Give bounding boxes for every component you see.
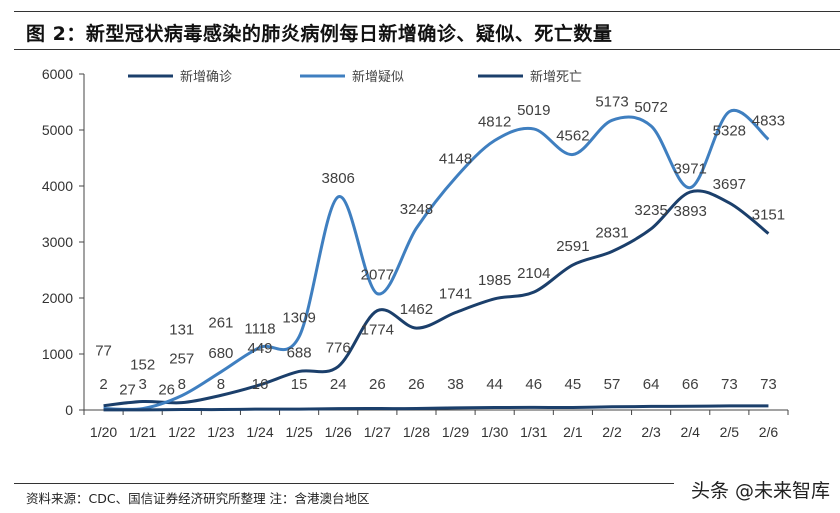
data-label: 261 (208, 314, 233, 331)
data-label: 449 (247, 340, 272, 357)
data-label: 15 (291, 376, 308, 393)
x-tick-label: 1/30 (481, 424, 508, 440)
data-label: 131 (169, 322, 194, 339)
line-chart: 0 1000 2000 3000 4000 5000 6000 1/20 1/21 1/22 1/2… (42, 66, 789, 440)
x-tick-label: 2/4 (680, 424, 700, 440)
data-label: 257 (169, 351, 194, 368)
data-label: 1309 (282, 310, 315, 327)
data-label: 2831 (595, 224, 628, 241)
data-label: 3248 (400, 201, 433, 218)
data-label: 44 (486, 376, 503, 393)
data-label: 26 (369, 376, 386, 393)
data-label: 24 (330, 376, 347, 393)
x-tick-label: 1/26 (325, 424, 352, 440)
data-label: 1741 (439, 286, 472, 303)
y-tick-label: 1000 (42, 346, 73, 362)
title-rule (14, 49, 840, 50)
y-tick-label: 4000 (42, 178, 73, 194)
x-tick-label: 1/28 (403, 424, 430, 440)
x-tick-label: 1/29 (442, 424, 469, 440)
data-label: 4833 (752, 112, 785, 129)
x-tick-label: 2/6 (759, 424, 779, 440)
x-tick-label: 2/3 (641, 424, 661, 440)
watermark: 头条 @未来智库 (690, 480, 830, 502)
data-label: 688 (287, 344, 312, 361)
data-label: 5173 (595, 93, 628, 110)
footer-rule (14, 483, 674, 484)
data-label: 77 (95, 343, 112, 360)
data-label: 26 (158, 382, 175, 399)
data-label: 1985 (478, 272, 511, 289)
series-line-1 (103, 189, 770, 408)
x-tick-label: 2/5 (720, 424, 740, 440)
data-label: 26 (408, 376, 425, 393)
x-tick-label: 1/24 (246, 424, 273, 440)
series-line-2 (103, 108, 770, 411)
data-label: 38 (447, 376, 464, 393)
figure-title: 图 2：新型冠状病毒感染的肺炎病例每日新增确诊、疑似、死亡数量 (26, 23, 613, 45)
data-label: 5328 (713, 123, 746, 140)
data-label: 3806 (322, 170, 355, 187)
y-tick-label: 6000 (42, 66, 73, 82)
data-label: 3893 (674, 203, 707, 220)
x-tick-label: 1/25 (285, 424, 312, 440)
data-label: 1462 (400, 301, 433, 318)
top-rule (14, 11, 840, 12)
x-tick-label: 1/31 (520, 424, 547, 440)
data-label: 46 (525, 376, 542, 393)
x-tick-label: 1/27 (364, 424, 391, 440)
x-tick-label: 1/22 (168, 424, 195, 440)
data-label: 680 (208, 345, 233, 362)
data-label: 64 (643, 376, 660, 393)
y-tick-label: 3000 (42, 234, 73, 250)
data-label: 66 (682, 376, 699, 393)
data-label: 5072 (634, 99, 667, 116)
data-label: 2591 (556, 238, 589, 255)
data-label: 152 (130, 356, 155, 373)
data-label: 2104 (517, 265, 550, 282)
legend-label: 新增确诊 (180, 69, 232, 84)
data-label: 73 (760, 376, 777, 393)
data-label: 57 (604, 376, 621, 393)
data-label: 2 (99, 376, 107, 393)
data-label: 45 (565, 376, 582, 393)
legend-label: 新增疑似 (352, 69, 404, 84)
data-label: 27 (119, 381, 136, 398)
data-label: 776 (326, 340, 351, 357)
x-tick-label: 1/23 (207, 424, 234, 440)
source-note: 资料来源：CDC、国信证券经济研究所整理 注：含港澳台地区 (26, 491, 370, 506)
data-label: 1774 (361, 322, 394, 339)
data-label: 3697 (713, 176, 746, 193)
data-label: 8 (178, 376, 186, 393)
data-label: 3971 (674, 161, 707, 178)
y-tick-label: 0 (65, 402, 73, 418)
x-tick-label: 2/1 (563, 424, 583, 440)
data-label: 4562 (556, 128, 589, 145)
legend-label: 新增死亡 (530, 69, 582, 84)
data-label: 16 (252, 376, 269, 393)
y-tick-label: 5000 (42, 122, 73, 138)
data-label: 2077 (361, 267, 394, 284)
x-tick-label: 1/20 (90, 424, 117, 440)
data-label: 1118 (244, 320, 275, 337)
data-label: 73 (721, 376, 738, 393)
x-tick-label: 1/21 (129, 424, 156, 440)
data-label: 4148 (439, 151, 472, 168)
series-line-3 (103, 404, 769, 412)
data-label: 3235 (634, 202, 667, 219)
x-tick-label: 2/2 (602, 424, 622, 440)
data-label: 5019 (517, 102, 550, 119)
data-label: 3 (138, 376, 146, 393)
data-label: 4812 (478, 114, 511, 131)
data-label: 3151 (752, 207, 785, 224)
y-tick-label: 2000 (42, 290, 73, 306)
data-label: 8 (217, 376, 225, 393)
